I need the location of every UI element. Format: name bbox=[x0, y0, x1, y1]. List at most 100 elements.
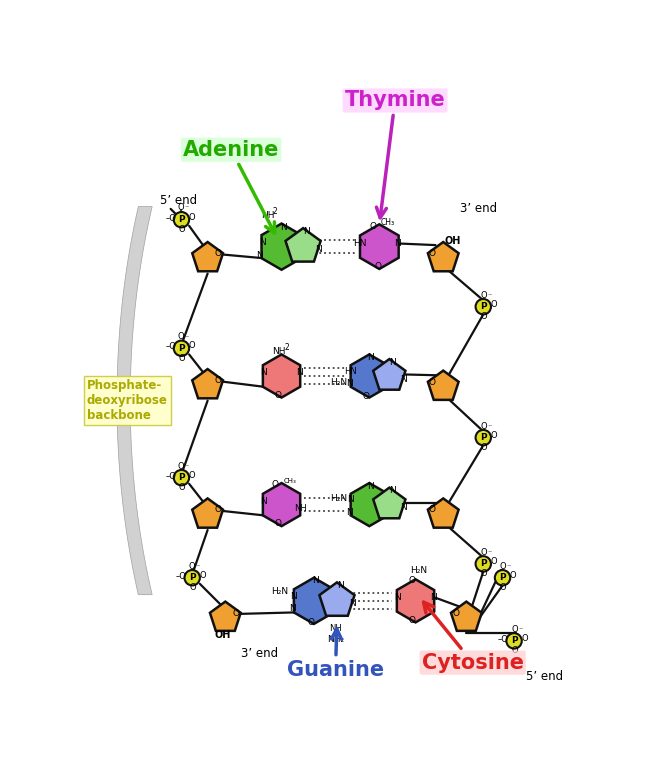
Text: ⁻: ⁻ bbox=[488, 291, 491, 300]
Text: –O: –O bbox=[165, 472, 176, 481]
Text: ⁻: ⁻ bbox=[518, 625, 523, 635]
Text: 5’ end: 5’ end bbox=[526, 670, 563, 682]
Text: CH₃: CH₃ bbox=[381, 218, 395, 227]
Text: OH: OH bbox=[215, 630, 231, 640]
Polygon shape bbox=[373, 359, 406, 390]
Text: NH: NH bbox=[261, 212, 274, 220]
Text: N: N bbox=[367, 482, 374, 491]
Text: O: O bbox=[215, 376, 222, 385]
Text: O: O bbox=[275, 520, 282, 528]
Text: O: O bbox=[429, 249, 436, 258]
Text: N: N bbox=[289, 604, 296, 613]
Text: O: O bbox=[215, 506, 222, 514]
Text: O: O bbox=[179, 354, 185, 363]
Text: NH: NH bbox=[272, 347, 285, 356]
Polygon shape bbox=[319, 582, 354, 616]
Polygon shape bbox=[451, 601, 482, 631]
Text: ⁻: ⁻ bbox=[506, 563, 511, 571]
Text: –O: –O bbox=[165, 214, 176, 222]
Text: N: N bbox=[394, 593, 400, 602]
Text: HN: HN bbox=[344, 367, 358, 376]
Text: P: P bbox=[178, 344, 185, 353]
Text: N: N bbox=[430, 593, 437, 602]
Text: O: O bbox=[179, 225, 185, 234]
Text: O: O bbox=[307, 618, 315, 627]
Text: O: O bbox=[481, 290, 488, 300]
Polygon shape bbox=[428, 242, 459, 271]
Circle shape bbox=[476, 299, 491, 314]
Text: O: O bbox=[481, 312, 488, 321]
Text: P: P bbox=[480, 560, 487, 568]
Polygon shape bbox=[263, 354, 300, 398]
Text: O: O bbox=[481, 443, 488, 452]
Text: O: O bbox=[512, 625, 518, 634]
Polygon shape bbox=[210, 601, 240, 631]
Text: P: P bbox=[480, 302, 487, 311]
Text: O: O bbox=[177, 203, 184, 212]
Text: N: N bbox=[400, 374, 406, 384]
Text: O: O bbox=[429, 378, 436, 387]
Text: 2: 2 bbox=[285, 343, 289, 352]
Polygon shape bbox=[294, 577, 334, 624]
Text: H₂N: H₂N bbox=[330, 378, 347, 387]
Circle shape bbox=[476, 430, 491, 445]
Text: N: N bbox=[296, 368, 303, 378]
Polygon shape bbox=[397, 579, 434, 622]
Circle shape bbox=[174, 470, 189, 486]
Text: 2: 2 bbox=[272, 207, 277, 215]
Text: N: N bbox=[257, 252, 263, 260]
Text: ⁻: ⁻ bbox=[488, 422, 491, 432]
Text: NH: NH bbox=[329, 624, 342, 633]
Text: O: O bbox=[215, 249, 222, 258]
Text: 3’ end: 3’ end bbox=[460, 201, 497, 215]
Text: –O: –O bbox=[498, 635, 509, 644]
Text: O: O bbox=[452, 608, 459, 618]
Text: N: N bbox=[349, 599, 356, 608]
Text: ⁻: ⁻ bbox=[185, 333, 189, 342]
Text: N: N bbox=[367, 353, 374, 362]
Text: N: N bbox=[312, 577, 318, 585]
Circle shape bbox=[476, 556, 491, 571]
Text: N: N bbox=[400, 503, 406, 512]
Text: O: O bbox=[363, 391, 370, 401]
Polygon shape bbox=[192, 499, 223, 528]
Text: O: O bbox=[521, 634, 528, 643]
Text: OH: OH bbox=[445, 236, 461, 246]
Polygon shape bbox=[285, 229, 320, 262]
Text: O: O bbox=[374, 262, 382, 271]
Text: N: N bbox=[291, 591, 297, 601]
Text: 5’ end: 5’ end bbox=[160, 194, 197, 207]
Text: O: O bbox=[481, 548, 488, 557]
Polygon shape bbox=[428, 499, 459, 528]
Text: O: O bbox=[179, 483, 185, 493]
Text: O: O bbox=[500, 584, 506, 592]
Circle shape bbox=[185, 570, 200, 585]
Text: H₂N: H₂N bbox=[410, 566, 427, 574]
Text: Guanine: Guanine bbox=[287, 629, 384, 680]
Text: O: O bbox=[510, 571, 517, 580]
Text: O: O bbox=[491, 431, 497, 440]
Text: N: N bbox=[395, 239, 401, 248]
Polygon shape bbox=[360, 225, 398, 269]
Text: H₂N: H₂N bbox=[272, 587, 289, 596]
Text: ⁻: ⁻ bbox=[196, 563, 200, 571]
Text: N: N bbox=[337, 581, 343, 590]
Text: HN: HN bbox=[354, 239, 367, 248]
Circle shape bbox=[174, 212, 189, 228]
Text: O: O bbox=[190, 584, 196, 592]
Text: ⁻: ⁻ bbox=[488, 549, 491, 557]
Text: N: N bbox=[346, 379, 353, 388]
Circle shape bbox=[495, 570, 510, 585]
Text: O: O bbox=[177, 462, 184, 471]
Text: O: O bbox=[189, 213, 196, 222]
Polygon shape bbox=[428, 371, 459, 400]
Text: O: O bbox=[500, 562, 506, 571]
Text: N: N bbox=[259, 238, 266, 246]
Text: O: O bbox=[189, 471, 196, 480]
Text: O: O bbox=[512, 646, 518, 655]
Circle shape bbox=[506, 633, 522, 648]
Text: P: P bbox=[178, 473, 185, 482]
Text: N: N bbox=[346, 508, 353, 516]
Text: O: O bbox=[481, 422, 488, 431]
Polygon shape bbox=[117, 207, 152, 594]
